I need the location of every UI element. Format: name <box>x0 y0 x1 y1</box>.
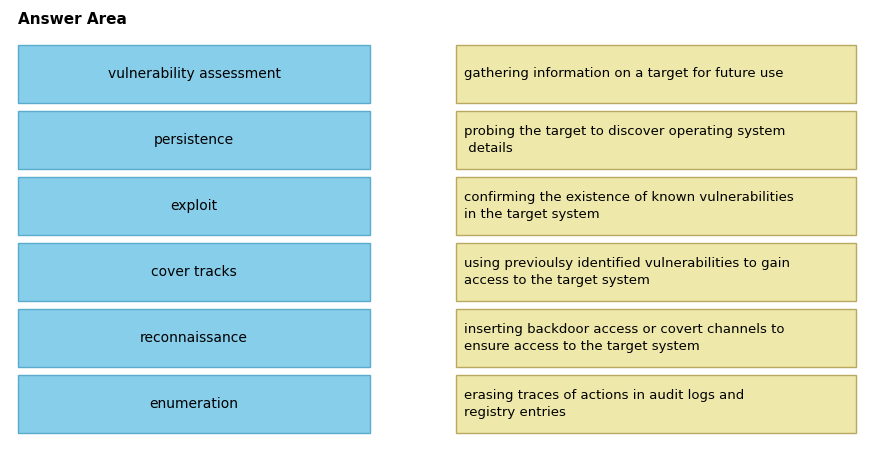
Text: inserting backdoor access or covert channels to
ensure access to the target syst: inserting backdoor access or covert chan… <box>463 323 784 353</box>
FancyBboxPatch shape <box>455 375 855 433</box>
Text: cover tracks: cover tracks <box>151 265 237 279</box>
Text: exploit: exploit <box>170 199 217 213</box>
FancyBboxPatch shape <box>18 45 369 103</box>
FancyBboxPatch shape <box>455 111 855 169</box>
Text: persistence: persistence <box>153 133 234 147</box>
FancyBboxPatch shape <box>18 309 369 367</box>
Text: reconnaissance: reconnaissance <box>140 331 247 345</box>
Text: vulnerability assessment: vulnerability assessment <box>107 67 280 81</box>
FancyBboxPatch shape <box>455 309 855 367</box>
FancyBboxPatch shape <box>18 177 369 235</box>
Text: gathering information on a target for future use: gathering information on a target for fu… <box>463 67 782 80</box>
FancyBboxPatch shape <box>18 111 369 169</box>
FancyBboxPatch shape <box>455 177 855 235</box>
Text: Answer Area: Answer Area <box>18 12 127 27</box>
Text: using previoulsy identified vulnerabilities to gain
access to the target system: using previoulsy identified vulnerabilit… <box>463 257 789 287</box>
Text: enumeration: enumeration <box>149 397 239 411</box>
FancyBboxPatch shape <box>455 243 855 301</box>
Text: probing the target to discover operating system
 details: probing the target to discover operating… <box>463 125 785 155</box>
FancyBboxPatch shape <box>455 45 855 103</box>
Text: confirming the existence of known vulnerabilities
in the target system: confirming the existence of known vulner… <box>463 191 793 221</box>
FancyBboxPatch shape <box>18 243 369 301</box>
Text: erasing traces of actions in audit logs and
registry entries: erasing traces of actions in audit logs … <box>463 389 744 419</box>
FancyBboxPatch shape <box>18 375 369 433</box>
